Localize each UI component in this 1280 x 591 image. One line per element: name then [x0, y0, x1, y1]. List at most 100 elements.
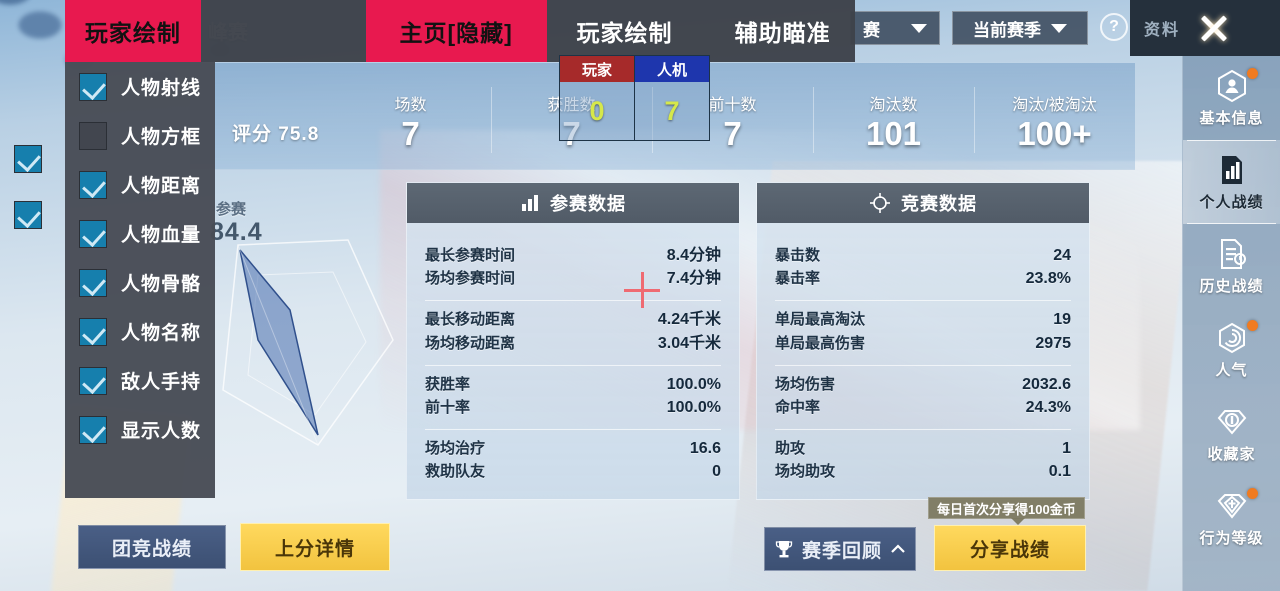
mode-select[interactable]: 赛: [850, 11, 940, 45]
stat-row-key: 场均治疗: [425, 440, 486, 458]
sidebar-item-profile-badge[interactable]: 基本信息: [1183, 56, 1280, 140]
stat-row-value: 2975: [1035, 334, 1071, 352]
stat-row-key: 场均参赛时间: [425, 270, 516, 288]
checkbox-checked-icon[interactable]: [79, 366, 107, 395]
cheat-draw-option-list: 人物射线 人物方框 人物距离 人物血量人物骨骼人物名称敌人手持显示人数: [65, 62, 215, 454]
sidebar-item-stats-document[interactable]: 个人战绩: [1183, 140, 1280, 224]
team-record-button[interactable]: 团竞战绩: [78, 525, 226, 569]
sidebar-doc-label: 资料: [1144, 22, 1181, 39]
season-review-button[interactable]: 赛季回顾: [764, 527, 916, 571]
bot-counter-value: 7: [664, 95, 680, 126]
stat-row-value: 2032.6: [1022, 375, 1071, 393]
cheat-draw-option-label: 敌人手持: [121, 372, 202, 393]
season-select[interactable]: 当前赛季: [952, 11, 1088, 45]
checkbox-checked-icon[interactable]: [79, 317, 107, 346]
radar-chart-svg: [222, 239, 394, 446]
checkbox-unchecked-icon[interactable]: [79, 121, 107, 150]
checkbox-checked-icon[interactable]: [79, 72, 107, 101]
stat-group: 场均治疗 16.6 救助队友 0: [425, 430, 721, 493]
stat-row: 场均治疗 16.6: [425, 437, 721, 460]
sidebar-item-label: 个人战绩: [1199, 193, 1264, 211]
stat-row-value: 1: [1062, 440, 1071, 458]
stat-row-value: 3.04千米: [657, 334, 721, 352]
cheat-tab-aim-assist[interactable]: 辅助瞄准: [734, 20, 831, 46]
cheat-draw-option[interactable]: 人物射线: [65, 62, 215, 111]
stat-group: 单局最高淘汰 19 单局最高伤害 2975: [775, 301, 1071, 366]
stat-cell-label: 前十数: [708, 96, 757, 114]
trophy-icon: [775, 541, 793, 558]
checkbox-checked-icon[interactable]: [79, 170, 107, 199]
player-counter-body: 0: [560, 82, 634, 140]
stat-row-key: 最长参赛时间: [425, 247, 516, 264]
player-counter-label: 玩家: [560, 56, 634, 82]
stat-row: 命中率 24.3%: [775, 396, 1071, 419]
cheat-draw-option[interactable]: 人物血量: [65, 209, 215, 258]
match-data-panel-header: 参赛数据: [407, 183, 739, 223]
checkbox-checked-icon[interactable]: [14, 201, 42, 229]
rating-score: 评分 75.8: [232, 124, 320, 145]
cheat-draw-option-label: 人物骨骼: [121, 274, 202, 295]
stat-cell-label: 淘汰/被淘汰: [1012, 96, 1097, 114]
chevron-down-icon: [1051, 23, 1067, 33]
stat-group: 获胜率 100.0% 前十率 100.0%: [425, 366, 721, 431]
sidebar-item-collector-medal[interactable]: 收藏家: [1183, 392, 1280, 476]
cheat-tab-home[interactable]: 主页[隐藏]: [365, 0, 547, 62]
stat-row-value: 0: [712, 463, 721, 481]
player-bot-counter: 玩家 0 人机 7: [559, 55, 710, 141]
sidebar-item-history-document[interactable]: 历史战绩: [1183, 224, 1280, 308]
season-select-label: 当前赛季: [973, 20, 1041, 40]
stat-cell-value: 100+: [1017, 114, 1092, 152]
rank-detail-button[interactable]: 上分详情: [240, 523, 390, 571]
sidebar-item-label: 历史战绩: [1199, 277, 1264, 295]
checkbox-checked-icon[interactable]: [79, 219, 107, 248]
cheat-tab-draw-active[interactable]: 玩家绘制: [65, 0, 201, 62]
stat-cell-value: 7: [401, 114, 420, 152]
combat-data-panel-header: 竞赛数据: [757, 183, 1089, 223]
stat-row-key: 助攻: [775, 440, 806, 458]
cheat-draw-option[interactable]: 人物方框: [65, 111, 215, 160]
share-record-button[interactable]: 分享战绩: [934, 525, 1086, 571]
help-button[interactable]: ?: [1100, 13, 1128, 41]
stat-row: 前十率 100.0%: [425, 396, 721, 419]
bot-counter-column: 人机 7: [634, 56, 709, 140]
stat-cell-label: 场数: [394, 96, 427, 114]
sidebar-item-behavior-shield[interactable]: 行为等级: [1183, 476, 1280, 560]
checkbox-checked-icon[interactable]: [79, 415, 107, 444]
sidebar-item-label: 行为等级: [1199, 529, 1264, 547]
right-sidebar: 基本信息个人战绩历史战绩人气 收藏家行为等级: [1182, 0, 1280, 591]
notification-dot: [1247, 68, 1258, 79]
stat-cell-value: 7: [723, 114, 742, 152]
stat-row-key: 命中率: [775, 398, 821, 416]
sidebar-header: 资料: [1130, 0, 1280, 56]
bot-counter-body: 7: [635, 82, 709, 140]
combat-data-panel-title: 竞赛数据: [901, 194, 977, 214]
sidebar-item-label: 基本信息: [1199, 109, 1264, 127]
stat-row-value: 16.6: [689, 440, 721, 458]
popularity-rose-icon: [1215, 321, 1249, 355]
checkbox-checked-icon[interactable]: [79, 268, 107, 297]
stat-cell-value: 7: [562, 114, 581, 152]
radar-axis-value: 84.4: [210, 218, 263, 246]
cheat-draw-option[interactable]: 人物距离: [65, 160, 215, 209]
stat-group: 最长参赛时间 8.4分钟 场均参赛时间 7.4分钟: [425, 237, 721, 302]
cheat-menu-bar: 玩家绘制 主页[隐藏] 玩家绘制 辅助瞄准: [65, 0, 855, 62]
cheat-draw-option[interactable]: 人物骨骼: [65, 258, 215, 307]
stat-row: 单局最高伤害 2975: [775, 332, 1071, 355]
stat-cell-value: 101: [865, 114, 922, 152]
mode-select-label: 赛: [863, 20, 880, 40]
close-icon[interactable]: [1192, 6, 1236, 50]
chevron-down-icon: [911, 23, 927, 33]
checkbox-checked-icon[interactable]: [14, 145, 42, 173]
stat-row-key: 前十率: [425, 398, 471, 416]
profile-badge-icon: [1215, 69, 1249, 103]
cheat-draw-option[interactable]: 敌人手持: [65, 356, 215, 405]
stat-row-key: 救助队友: [425, 463, 486, 481]
stat-row: 暴击数 24: [775, 244, 1071, 267]
player-counter-value: 0: [589, 95, 605, 126]
cheat-tab-player-draw[interactable]: 玩家绘制: [576, 20, 673, 46]
cheat-draw-option[interactable]: 显示人数: [65, 405, 215, 454]
sidebar-item-popularity-rose[interactable]: 人气: [1183, 308, 1280, 392]
bar-chart-icon: [522, 195, 538, 211]
cheat-draw-option[interactable]: 人物名称: [65, 307, 215, 356]
